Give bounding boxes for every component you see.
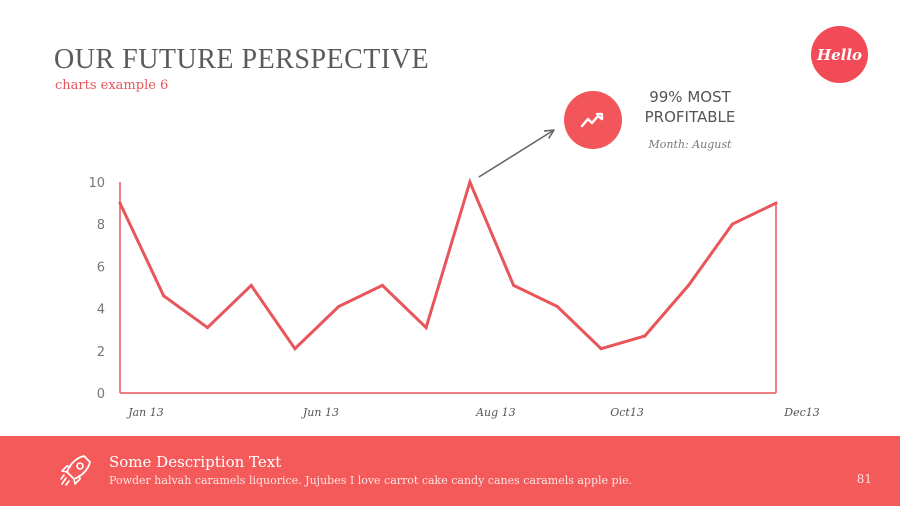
y-tick-label: 8 [97, 218, 105, 233]
data-point [687, 283, 691, 287]
data-point [249, 283, 253, 287]
x-tick-label: Oct13 [610, 406, 644, 419]
data-point [162, 294, 166, 298]
footer-bar: Some Description Text Powder halvah cara… [0, 436, 900, 506]
data-point [380, 283, 384, 287]
y-tick-label: 2 [97, 345, 105, 360]
line-chart: 0 2 4 6 8 10 Jan 13 Jun 13 Aug 13 Oct13 Dec13 [88, 129, 820, 419]
rocket-icon [58, 452, 94, 492]
hello-logo: Hello [811, 26, 868, 83]
series-line [118, 177, 778, 352]
footer-heading: Some Description Text [109, 453, 282, 471]
data-point [205, 326, 209, 330]
data-point [293, 347, 297, 351]
trending-up-icon [564, 91, 622, 149]
x-tick-label: Jan 13 [126, 406, 164, 419]
y-tick-label: 0 [97, 387, 105, 402]
y-tick-label: 10 [88, 176, 105, 191]
x-tick-label: Jun 13 [301, 406, 339, 419]
footer-description: Powder halvah caramels liquorice. Jujube… [109, 474, 633, 487]
x-tick-label: Aug 13 [475, 406, 516, 419]
data-point [118, 201, 122, 205]
page-subtitle: charts example 6 [55, 78, 169, 93]
y-tick-label: 4 [97, 303, 105, 318]
data-point [730, 222, 734, 226]
callout-title: 99% MOST PROFITABLE [644, 88, 736, 126]
annotation-arrow [478, 129, 555, 178]
data-point [337, 304, 341, 308]
page-title: OUR FUTURE PERSPECTIVE [54, 44, 430, 75]
data-point [512, 283, 516, 287]
annotation-arrowhead [543, 129, 555, 139]
data-point [599, 347, 603, 351]
data-point [424, 326, 428, 330]
data-point [468, 180, 472, 184]
data-point [643, 334, 647, 338]
x-tick-label: Dec13 [783, 406, 820, 419]
page-number: 81 [856, 472, 872, 486]
data-point [774, 201, 778, 205]
data-point [555, 304, 559, 308]
y-tick-label: 6 [97, 260, 105, 275]
logo-text: Hello [816, 45, 863, 64]
callout-note: Month: August [648, 138, 732, 151]
